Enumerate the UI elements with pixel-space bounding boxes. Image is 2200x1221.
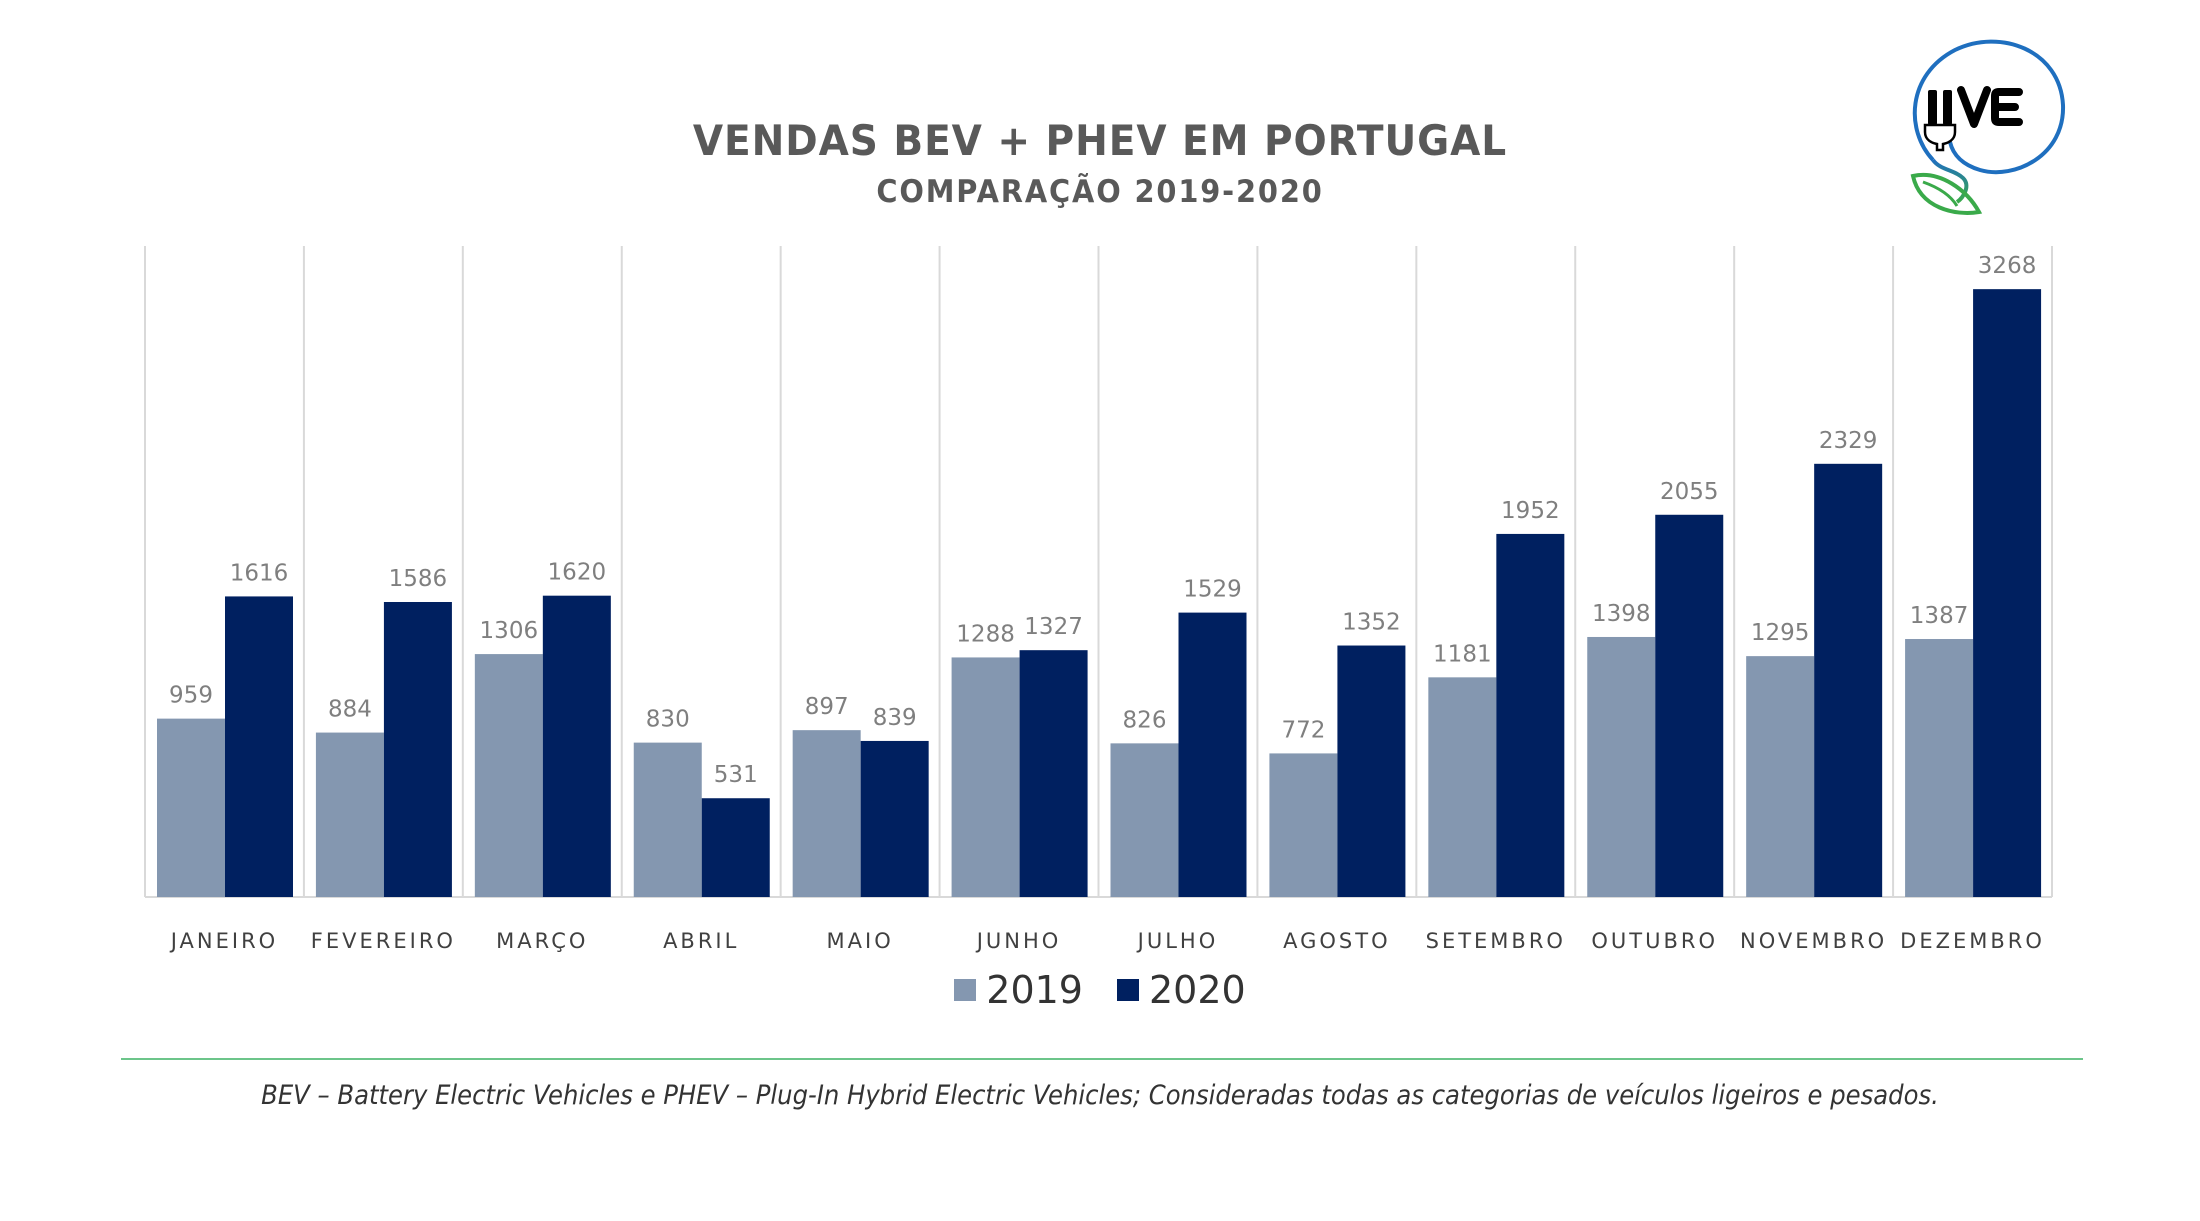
logo-plug-head — [1923, 123, 1957, 152]
legend-item-2019[interactable]: 2019 — [954, 968, 1083, 1012]
bar-2020-outubro — [1655, 514, 1724, 897]
data-label-2020: 1327 — [1024, 614, 1083, 640]
bar-2019-julho — [1110, 743, 1179, 897]
bar-2020-julho — [1178, 612, 1247, 897]
bar-2019-abril — [633, 742, 702, 897]
bars-layer — [157, 289, 2042, 898]
legend: 2019 2020 — [0, 968, 2200, 1012]
footnote: BEV – Battery Electric Vehicles e PHEV –… — [261, 1080, 1939, 1111]
bar-2020-agosto — [1337, 645, 1406, 897]
data-label-2020: 1616 — [230, 560, 289, 586]
data-label-2020: 2329 — [1819, 428, 1878, 454]
bar-2020-junho — [1019, 650, 1088, 897]
legend-swatch-2020 — [1117, 979, 1139, 1001]
data-label-2019: 959 — [169, 683, 213, 709]
x-tick-label: JANEIRO — [169, 929, 278, 953]
data-label-2020: 531 — [714, 762, 758, 788]
data-label-2020: 839 — [873, 705, 917, 731]
grid-layer — [144, 246, 2053, 898]
data-label-2020: 3268 — [1978, 253, 2037, 279]
bar-2019-novembro — [1746, 656, 1815, 897]
bar-2019-março — [474, 654, 543, 897]
logo-cord — [1931, 158, 1969, 204]
x-tick-label: FEVEREIRO — [311, 929, 456, 953]
data-label-2020: 1529 — [1183, 577, 1242, 603]
data-label-2020: 2055 — [1660, 479, 1719, 505]
data-label-2019: 884 — [328, 697, 372, 723]
logo-leaf — [1910, 172, 1983, 215]
bar-2020-fevereiro — [383, 602, 452, 897]
x-tick-label: MARÇO — [496, 929, 588, 953]
x-axis-ticks: JANEIRO FEVEREIRO MARÇO ABRIL MAIO JUNHO JULHO… — [169, 929, 2045, 953]
plug-leaf-logo-icon — [1910, 39, 2066, 215]
footer-divider — [121, 1058, 2083, 1060]
bar-2020-novembro — [1814, 463, 1883, 897]
data-label-2019: 1306 — [480, 618, 539, 644]
uve-logo — [1885, 30, 2100, 230]
data-label-2019: 1288 — [956, 621, 1015, 647]
logo-ring — [1912, 39, 2066, 175]
bar-2019-dezembro — [1905, 639, 1974, 897]
legend-swatch-2019 — [954, 979, 977, 1001]
data-label-2019: 830 — [646, 707, 690, 733]
legend-label-2019: 2019 — [986, 968, 1083, 1012]
chart-title: VENDAS BEV + PHEV EM PORTUGAL — [692, 116, 1508, 165]
x-tick-label: SETEMBRO — [1426, 929, 1566, 953]
x-tick-label: OUTUBRO — [1591, 929, 1718, 953]
logo-letter-v — [1957, 86, 1991, 128]
bar-2019-agosto — [1269, 753, 1338, 897]
x-tick-label: JUNHO — [975, 929, 1062, 953]
bar-2020-janeiro — [225, 596, 293, 897]
x-tick-label: MAIO — [827, 929, 894, 953]
x-tick-label: ABRIL — [663, 929, 739, 953]
bar-2020-setembro — [1496, 533, 1565, 897]
bar-2019-janeiro — [157, 718, 225, 897]
labels-layer: 959 1616 884 1586 1306 1620 830 531 897 839 1288 13… — [169, 253, 2036, 788]
bar-2019-maio — [792, 730, 861, 897]
data-label-2019: 1181 — [1433, 641, 1492, 667]
bar-2019-outubro — [1587, 636, 1656, 897]
data-label-2019: 1387 — [1910, 603, 1969, 629]
bar-chart: 959 1616 884 1586 1306 1620 830 531 897 839 1288 13… — [144, 246, 2053, 953]
bar-2019-setembro — [1428, 677, 1497, 897]
logo-plug-prong — [1943, 90, 1952, 125]
data-label-2020: 1586 — [389, 566, 448, 592]
data-label-2020: 1620 — [548, 560, 607, 586]
bar-2019-junho — [951, 657, 1020, 897]
data-label-2019: 1295 — [1751, 620, 1810, 646]
x-tick-label: JULHO — [1136, 929, 1219, 953]
chart-subtitle: COMPARAÇÃO 2019-2020 — [876, 174, 1324, 210]
x-tick-label: DEZEMBRO — [1900, 929, 2045, 953]
bar-2020-maio — [860, 740, 929, 897]
legend-label-2020: 2020 — [1149, 968, 1246, 1012]
logo-plug-prong — [1928, 90, 1937, 125]
bar-2020-dezembro — [1973, 289, 2042, 898]
legend-item-2020[interactable]: 2020 — [1117, 968, 1246, 1012]
data-label-2019: 826 — [1123, 707, 1167, 733]
x-tick-label: AGOSTO — [1283, 929, 1391, 953]
bar-2020-abril — [701, 798, 770, 897]
bar-2019-fevereiro — [315, 732, 384, 897]
bar-2020-março — [542, 595, 611, 897]
x-tick-label: NOVEMBRO — [1740, 929, 1887, 953]
data-label-2020: 1352 — [1342, 610, 1401, 636]
data-label-2020: 1952 — [1501, 498, 1560, 524]
logo-letter-e — [1991, 88, 2023, 126]
data-label-2019: 772 — [1281, 717, 1325, 743]
data-label-2019: 897 — [805, 694, 849, 720]
data-label-2019: 1398 — [1592, 601, 1651, 627]
